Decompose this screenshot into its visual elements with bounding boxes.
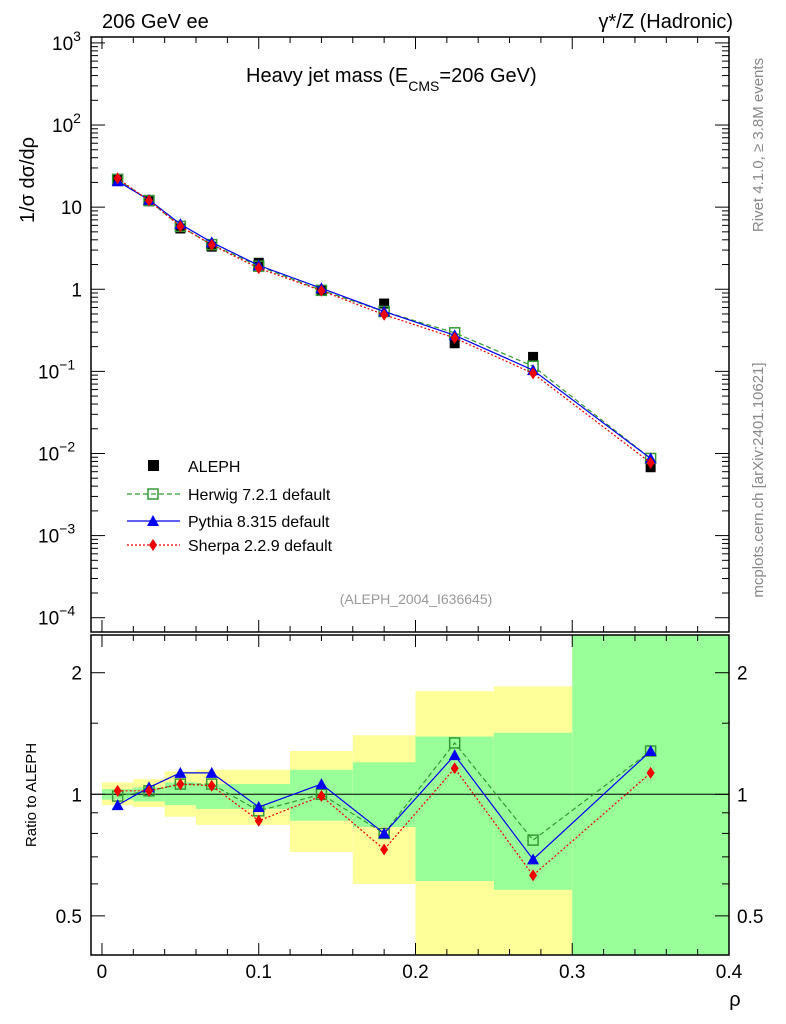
y-tick-label: 10 xyxy=(61,198,82,219)
y-tick-label: 10−4 xyxy=(38,603,75,630)
legend-aleph-marker xyxy=(148,460,159,471)
y-tick-label: 10−2 xyxy=(38,438,75,465)
y-tick-label: 102 xyxy=(52,110,81,137)
x-tick-label: 0.2 xyxy=(402,962,428,983)
aleph-data-point xyxy=(379,298,390,309)
sherpa-ratio-point xyxy=(317,790,326,803)
stat-uncertainty-band xyxy=(572,635,729,955)
ratio-tick-label: 1 xyxy=(71,785,82,806)
pythia-ratio-point xyxy=(315,778,328,790)
sherpa-ratio-point xyxy=(254,814,263,827)
main-frame xyxy=(90,36,730,633)
pythia-main-line xyxy=(117,180,651,459)
ratio-tick-label: 2 xyxy=(71,664,82,685)
x-tick-label: 0.4 xyxy=(716,962,743,983)
legend-marker xyxy=(147,488,159,500)
stat-uncertainty-band xyxy=(493,732,573,890)
sherpa-ratio-point xyxy=(380,843,389,856)
herwig-main-line xyxy=(117,178,651,459)
ratio-axis-label: Ratio to ALEPH xyxy=(23,743,40,847)
x-tick-label: 0.1 xyxy=(246,962,272,983)
rivet-label: Rivet 4.1.0, ≥ 3.8M events xyxy=(750,58,767,232)
legend-marker xyxy=(147,515,159,526)
header-left: 206 GeV ee xyxy=(102,11,209,33)
sherpa-main-point xyxy=(529,367,538,380)
sherpa-main-line xyxy=(117,177,651,464)
sherpa-ratio-point xyxy=(176,778,185,791)
ratio-tick-label-right: 2 xyxy=(737,664,748,685)
x-tick-label: 0.3 xyxy=(559,962,585,983)
legend-aleph-label: ALEPH xyxy=(188,459,240,476)
sherpa-main-point xyxy=(380,308,389,321)
legend-marker xyxy=(149,539,157,551)
stat-uncertainty-band xyxy=(415,736,494,881)
sherpa-main-point xyxy=(113,172,122,185)
sherpa-ratio-point xyxy=(646,766,655,779)
pythia-ratio-point xyxy=(448,749,461,761)
legend-label: Pythia 8.315 default xyxy=(188,514,330,531)
pythia-ratio-point xyxy=(174,766,187,778)
ratio-frame xyxy=(90,634,730,956)
sherpa-ratio-point xyxy=(529,869,538,882)
x-axis-label: ρ xyxy=(729,989,740,1011)
sherpa-main-point xyxy=(317,284,326,297)
herwig-ratio-point xyxy=(448,737,461,749)
pythia-ratio-point xyxy=(205,766,218,778)
legend-label: Sherpa 2.2.9 default xyxy=(188,538,333,555)
ratio-tick-label: 0.5 xyxy=(56,907,82,928)
sherpa-ratio-line xyxy=(117,767,652,877)
legend-label: Herwig 7.2.1 default xyxy=(188,487,331,504)
y-tick-label: 103 xyxy=(52,28,81,55)
pythia-ratio-point xyxy=(527,853,540,865)
sherpa-ratio-point xyxy=(207,779,216,792)
pythia-ratio-point xyxy=(252,801,265,813)
pythia-ratio-line xyxy=(117,750,652,861)
sherpa-main-point xyxy=(176,220,185,233)
ratio-tick-label-right: 0.5 xyxy=(737,907,763,928)
ratio-tick-label-right: 1 xyxy=(737,785,748,806)
sherpa-main-point xyxy=(450,331,459,344)
sherpa-main-point xyxy=(254,262,263,275)
y-tick-label: 1 xyxy=(71,280,82,301)
analysis-label: (ALEPH_2004_I636645) xyxy=(340,591,493,607)
y-axis-label: 1/σ dσ/dρ xyxy=(17,137,39,223)
y-tick-label: 10−1 xyxy=(38,356,75,383)
mcplots-label: mcplots.cern.ch [arXiv:2401.10621] xyxy=(750,362,767,597)
x-tick-label: 0 xyxy=(97,962,108,983)
sherpa-main-point xyxy=(145,194,153,207)
sherpa-main-point xyxy=(646,456,655,469)
sherpa-ratio-point xyxy=(113,784,122,797)
pythia-ratio-point xyxy=(111,799,124,811)
stat-uncertainty-band xyxy=(164,782,197,806)
sherpa-ratio-point xyxy=(450,762,459,775)
sherpa-ratio-point xyxy=(145,784,153,797)
herwig-ratio-line xyxy=(117,742,651,841)
pythia-ratio-point xyxy=(378,827,391,839)
aleph-data-point xyxy=(528,351,539,362)
header-right: γ*/Z (Hadronic) xyxy=(599,11,733,33)
pythia-ratio-point xyxy=(644,744,657,756)
chart-title: Heavy jet mass (ECMS=206 GeV) xyxy=(246,65,537,94)
sherpa-main-point xyxy=(207,238,216,251)
herwig-ratio-point xyxy=(527,834,539,846)
y-tick-label: 10−3 xyxy=(38,521,75,548)
